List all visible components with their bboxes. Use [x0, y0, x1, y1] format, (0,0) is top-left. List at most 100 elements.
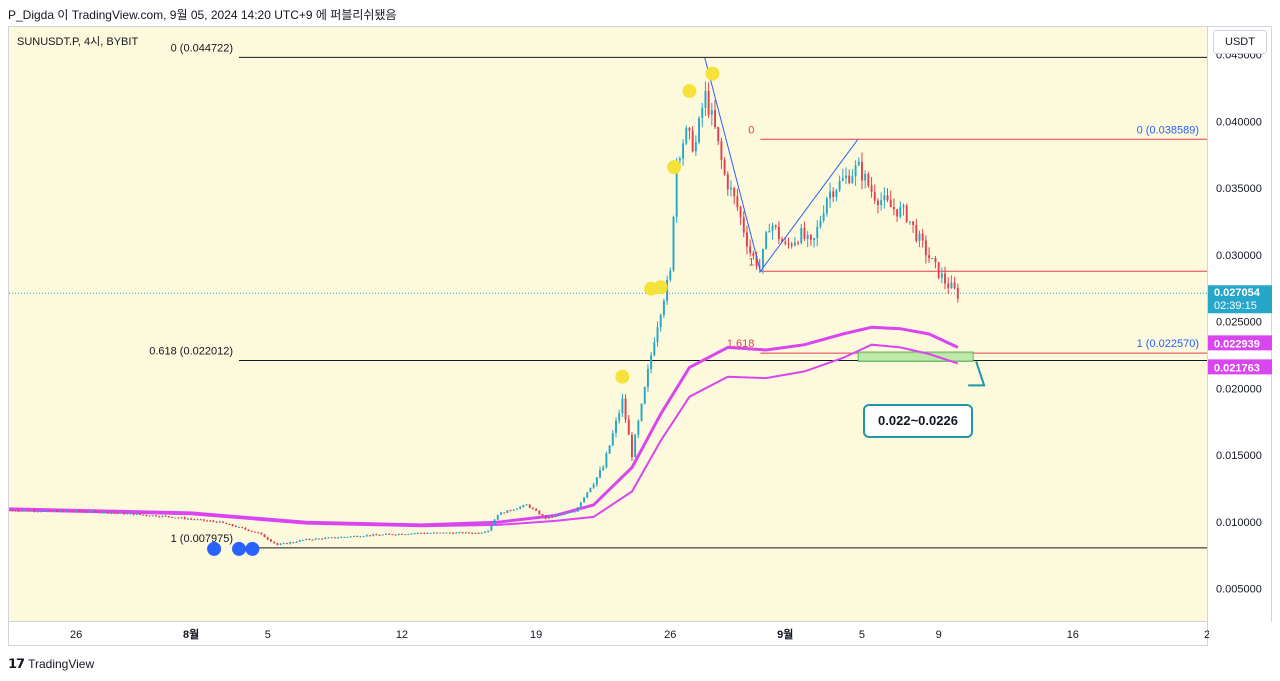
- candle-body-50: [170, 516, 173, 518]
- candle-body-269: [870, 185, 873, 192]
- candle-body-152: [496, 514, 499, 520]
- candle-body-48: [164, 515, 167, 517]
- candle-body-260: [841, 178, 844, 181]
- chart-svg[interactable]: 0 (0.044722) 0.618 (0.022012) 1 (0.007975)…: [9, 27, 1207, 621]
- candle-body-1: [14, 510, 17, 512]
- candle-body-174: [567, 512, 570, 514]
- candle-body-148: [484, 531, 486, 533]
- candle-body-38: [132, 513, 135, 515]
- candle-body-56: [190, 518, 193, 520]
- candle-body-126: [413, 533, 416, 535]
- candle-body-264: [854, 165, 857, 177]
- candle-body-32: [113, 512, 116, 514]
- candle-body-253: [819, 220, 822, 227]
- candle-body-172: [560, 514, 563, 516]
- time-tick-6: 9월: [777, 627, 793, 641]
- candle-body-104: [343, 536, 346, 538]
- candle-body-261: [845, 175, 847, 179]
- candle-body-76: [254, 531, 256, 533]
- candle-body-68: [228, 523, 231, 525]
- time-tick-3: 12: [396, 629, 408, 641]
- candle-body-52: [177, 517, 180, 519]
- candle-body-135: [442, 532, 445, 534]
- candle-body-146: [477, 532, 480, 534]
- time-tick-10: 2: [1204, 629, 1209, 641]
- ma-tag-value-0: 0.022939: [1214, 338, 1260, 350]
- candle-body-212: [688, 127, 691, 131]
- candle-body-14: [55, 510, 58, 512]
- candle-body-95: [314, 538, 317, 540]
- candle-body-71: [238, 526, 240, 528]
- symbol-label: SUNUSDT.P, 4시, BYBIT: [17, 36, 139, 48]
- candle-body-178: [579, 502, 582, 508]
- candle-body-92: [305, 538, 308, 541]
- currency-button[interactable]: USDT: [1213, 30, 1267, 54]
- candle-body-41: [142, 514, 145, 516]
- candle-body-219: [710, 110, 713, 115]
- candle-body-102: [337, 537, 340, 539]
- candle-body-155: [506, 510, 509, 513]
- candle-body-51: [174, 517, 177, 519]
- candle-body-263: [851, 176, 854, 183]
- candle-body-113: [372, 534, 375, 536]
- candle-body-246: [797, 242, 800, 244]
- candle-body-21: [78, 510, 81, 512]
- candle-body-60: [202, 519, 205, 521]
- price-tick-7: 0.010000: [1216, 517, 1262, 529]
- signal-marker-blue-2: [245, 541, 260, 556]
- candle-body-63: [212, 520, 215, 522]
- candle-body-130: [426, 532, 429, 534]
- candle-body-16: [62, 510, 65, 512]
- candle-body-45: [154, 515, 157, 517]
- moving-average-1: [9, 343, 959, 528]
- candle-body-61: [206, 520, 209, 522]
- candle-body-160: [522, 505, 525, 507]
- candle-body-256: [829, 191, 831, 199]
- time-tick-5: 26: [664, 629, 676, 641]
- candle-body-6: [30, 510, 33, 512]
- price-tick-1: 0.040000: [1216, 116, 1262, 128]
- candle-body-271: [876, 200, 879, 206]
- candle-body-43: [148, 515, 151, 517]
- fib-right-value-0: 0 (0.038589): [1137, 124, 1199, 136]
- price-axis[interactable]: 0.045000 0.040000 0.035000 0.030000 0.025000…: [1208, 26, 1272, 622]
- candle-body-277: [896, 209, 899, 217]
- last-price-countdown: 02:39:15: [1214, 300, 1257, 312]
- candle-body-4: [24, 510, 26, 512]
- candle-body-86: [285, 543, 288, 545]
- candle-body-90: [298, 540, 301, 542]
- candle-body-167: [544, 515, 547, 519]
- candle-body-46: [158, 516, 161, 518]
- candle-body-194: [631, 434, 633, 457]
- candle-body-169: [551, 516, 554, 518]
- candle-body-2: [17, 510, 20, 512]
- candle-body-25: [91, 510, 94, 512]
- time-axis[interactable]: 26 8월 5 12 19 26 9월 5 9 16 2: [8, 622, 1209, 646]
- candle-body-258: [835, 190, 838, 197]
- candle-body-134: [439, 532, 442, 534]
- candle-body-171: [557, 514, 560, 516]
- candle-body-279: [902, 205, 905, 208]
- candle-body-165: [538, 510, 541, 515]
- candle-body-276: [892, 207, 895, 210]
- candle-body-123: [404, 534, 407, 536]
- trend-line-0: [704, 57, 859, 273]
- candle-body-225: [730, 187, 732, 190]
- candle-body-162: [528, 504, 531, 508]
- candle-body-122: [400, 533, 403, 535]
- candle-body-80: [266, 537, 269, 540]
- fib-right-label-0: 0: [748, 124, 754, 136]
- candle-body-110: [362, 536, 365, 538]
- candle-body-111: [365, 535, 368, 537]
- moving-average-0: [9, 325, 959, 527]
- callout-pointer: [968, 361, 986, 387]
- time-tick-9: 16: [1067, 629, 1079, 641]
- candle-body-170: [554, 515, 557, 518]
- footer-brand[interactable]: 𝟭𝟳 TradingView: [8, 656, 94, 672]
- chart-plot-area[interactable]: 0 (0.044722) 0.618 (0.022012) 1 (0.007975)…: [8, 26, 1208, 622]
- candle-body-157: [512, 509, 515, 511]
- candle-body-206: [669, 270, 672, 280]
- candle-body-223: [723, 159, 726, 175]
- candle-body-58: [196, 519, 199, 521]
- candle-body-62: [209, 520, 212, 522]
